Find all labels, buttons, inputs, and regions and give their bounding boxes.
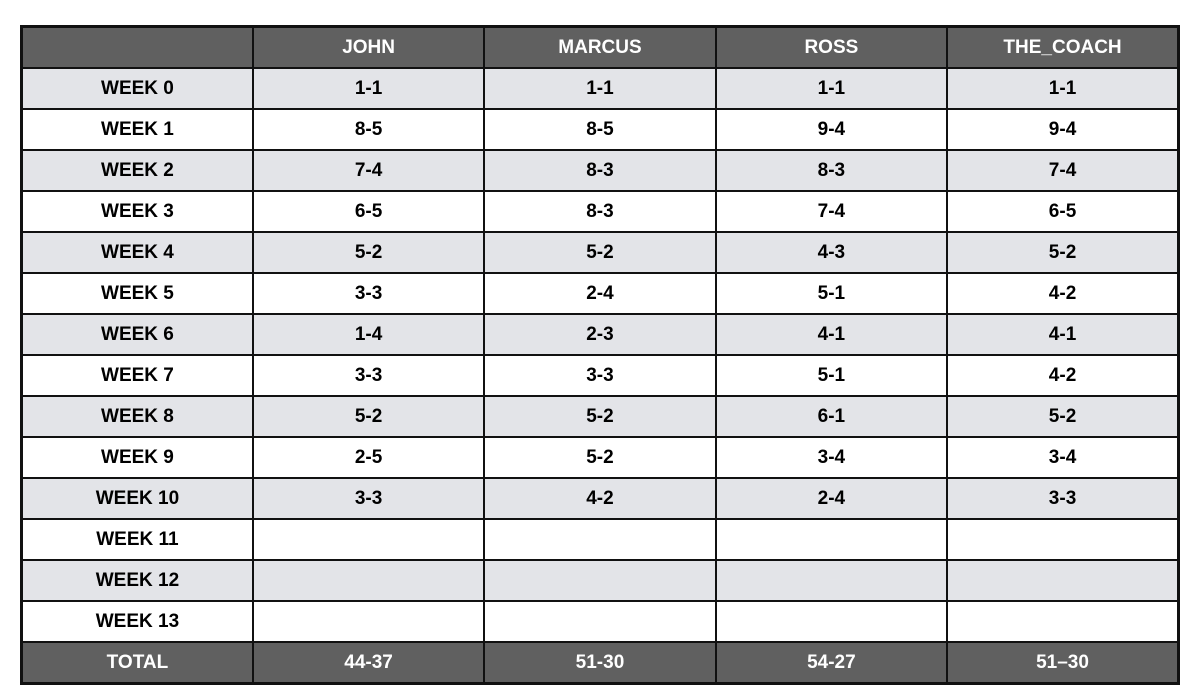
record-cell [483,518,717,561]
record-cell: 4-2 [946,272,1180,315]
record-cell [251,518,486,561]
record-cell: 5-2 [946,231,1180,274]
record-cell: 3-3 [251,354,486,397]
standings-table: JOHN MARCUS ROSS THE_COACH WEEK 0 1-1 1-1 1-1 1-… [20,25,1180,685]
record-cell [946,559,1180,602]
record-cell [251,600,486,643]
table-row: WEEK 12 [20,559,1180,602]
record-cell: 5-2 [483,436,717,479]
table-row: WEEK 10 3-3 4-2 2-4 3-3 [20,477,1180,520]
record-cell: 3-3 [251,272,486,315]
total-cell: 54-27 [714,641,949,685]
record-cell: 3-4 [946,436,1180,479]
row-label: WEEK 7 [20,354,254,397]
table-row: WEEK 2 7-4 8-3 8-3 7-4 [20,149,1180,192]
record-cell: 5-2 [483,395,717,438]
table-row: WEEK 3 6-5 8-3 7-4 6-5 [20,190,1180,233]
corner-cell [20,25,254,69]
row-label: WEEK 12 [20,559,254,602]
record-cell: 5-2 [946,395,1180,438]
record-cell: 9-4 [714,108,949,151]
record-cell: 1-4 [251,313,486,356]
record-cell [483,600,717,643]
row-label: WEEK 5 [20,272,254,315]
record-cell: 1-1 [946,67,1180,110]
record-cell: 8-3 [483,149,717,192]
record-cell: 8-5 [483,108,717,151]
record-cell: 4-1 [946,313,1180,356]
table-row: WEEK 7 3-3 3-3 5-1 4-2 [20,354,1180,397]
record-cell: 9-4 [946,108,1180,151]
record-cell: 2-4 [714,477,949,520]
total-label: TOTAL [20,641,254,685]
record-cell: 7-4 [946,149,1180,192]
record-cell [714,600,949,643]
header-row: JOHN MARCUS ROSS THE_COACH [20,25,1180,69]
record-cell: 4-2 [483,477,717,520]
record-cell: 3-3 [251,477,486,520]
record-cell: 1-1 [483,67,717,110]
record-cell: 6-1 [714,395,949,438]
record-cell: 7-4 [714,190,949,233]
total-row: TOTAL 44-37 51-30 54-27 51–30 [20,641,1180,685]
table-row: WEEK 4 5-2 5-2 4-3 5-2 [20,231,1180,274]
total-cell: 44-37 [251,641,486,685]
row-label: WEEK 0 [20,67,254,110]
record-cell [714,518,949,561]
record-cell: 6-5 [946,190,1180,233]
table-row: WEEK 13 [20,600,1180,643]
row-label: WEEK 4 [20,231,254,274]
table-row: WEEK 9 2-5 5-2 3-4 3-4 [20,436,1180,479]
record-cell [714,559,949,602]
row-label: WEEK 10 [20,477,254,520]
record-cell: 6-5 [251,190,486,233]
record-cell: 3-3 [946,477,1180,520]
record-cell [946,518,1180,561]
record-cell: 3-3 [483,354,717,397]
row-label: WEEK 3 [20,190,254,233]
record-cell: 1-1 [714,67,949,110]
column-header: JOHN [251,25,486,69]
row-label: WEEK 13 [20,600,254,643]
total-cell: 51–30 [946,641,1180,685]
column-header: MARCUS [483,25,717,69]
column-header: THE_COACH [946,25,1180,69]
record-cell: 5-1 [714,354,949,397]
record-cell: 5-2 [251,395,486,438]
record-cell: 4-1 [714,313,949,356]
record-cell: 8-3 [714,149,949,192]
record-cell: 4-3 [714,231,949,274]
row-label: WEEK 2 [20,149,254,192]
table-row: WEEK 0 1-1 1-1 1-1 1-1 [20,67,1180,110]
row-label: WEEK 6 [20,313,254,356]
record-cell: 7-4 [251,149,486,192]
record-cell: 1-1 [251,67,486,110]
table-row: WEEK 11 [20,518,1180,561]
record-cell: 8-5 [251,108,486,151]
record-cell: 5-2 [251,231,486,274]
record-cell: 8-3 [483,190,717,233]
record-cell: 5-1 [714,272,949,315]
row-label: WEEK 8 [20,395,254,438]
record-cell [483,559,717,602]
record-cell: 2-3 [483,313,717,356]
record-cell: 4-2 [946,354,1180,397]
total-cell: 51-30 [483,641,717,685]
row-label: WEEK 1 [20,108,254,151]
record-cell [946,600,1180,643]
table-row: WEEK 1 8-5 8-5 9-4 9-4 [20,108,1180,151]
table-row: WEEK 6 1-4 2-3 4-1 4-1 [20,313,1180,356]
row-label: WEEK 9 [20,436,254,479]
record-cell: 3-4 [714,436,949,479]
row-label: WEEK 11 [20,518,254,561]
record-cell: 2-5 [251,436,486,479]
record-cell [251,559,486,602]
column-header: ROSS [714,25,949,69]
table-row: WEEK 8 5-2 5-2 6-1 5-2 [20,395,1180,438]
record-cell: 5-2 [483,231,717,274]
table-row: WEEK 5 3-3 2-4 5-1 4-2 [20,272,1180,315]
record-cell: 2-4 [483,272,717,315]
